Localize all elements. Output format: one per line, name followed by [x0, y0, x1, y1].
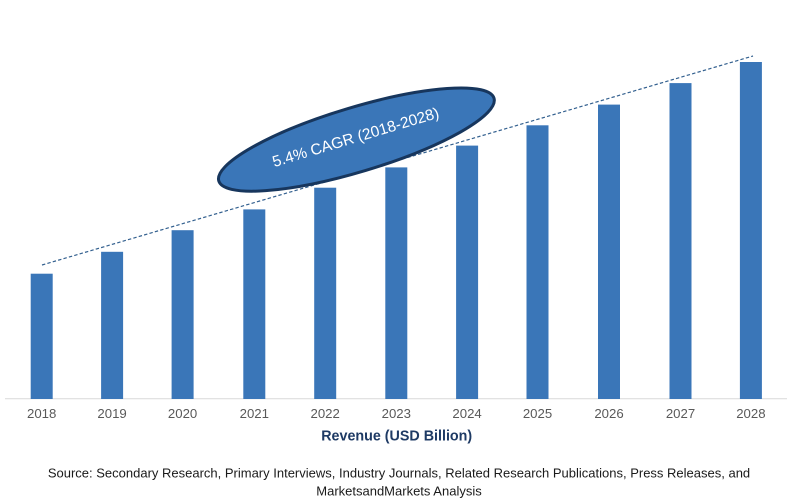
svg-text:2025: 2025 — [523, 406, 552, 421]
svg-text:2024: 2024 — [452, 406, 481, 421]
svg-text:2028: 2028 — [736, 406, 765, 421]
svg-text:2023: 2023 — [382, 406, 411, 421]
svg-text:2021: 2021 — [240, 406, 269, 421]
svg-text:2019: 2019 — [97, 406, 126, 421]
svg-text:2026: 2026 — [594, 406, 623, 421]
svg-text:Revenue (USD Billion): Revenue (USD Billion) — [321, 429, 472, 445]
svg-text:2020: 2020 — [168, 406, 197, 421]
svg-text:2022: 2022 — [311, 406, 340, 421]
svg-text:2027: 2027 — [666, 406, 695, 421]
svg-text:MarketsandMarkets Analysis: MarketsandMarkets Analysis — [316, 484, 482, 499]
svg-text:2018: 2018 — [27, 406, 56, 421]
svg-text:Source: Secondary Research, Pr: Source: Secondary Research, Primary Inte… — [48, 466, 750, 481]
